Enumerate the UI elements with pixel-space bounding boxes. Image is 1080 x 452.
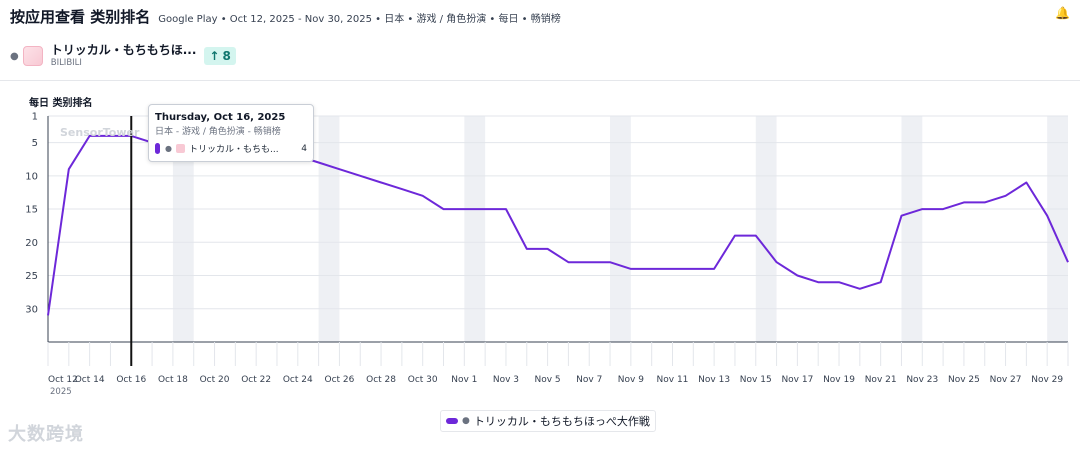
watermark-sensortower: SensorTower xyxy=(60,126,140,139)
arrow-up-icon: ↑ xyxy=(209,49,220,63)
weekend-band xyxy=(755,116,777,342)
chart-legend-item[interactable]: ● トリッカル・もちもちほっぺ大作戦 xyxy=(440,410,656,432)
tooltip-app-name: トリッカル・もちも... xyxy=(188,145,279,155)
x-tick-label: Oct 22 xyxy=(241,375,271,385)
app-selector[interactable]: ● トリッカル・もちもちほ... BILIBILI ↑ 8 xyxy=(10,43,236,69)
x-tick-label: Oct 24 xyxy=(283,375,313,385)
x-tick-label: Nov 13 xyxy=(698,375,730,385)
x-tick-label: Oct 18 xyxy=(158,375,188,385)
app-name: トリッカル・もちもちほ... xyxy=(50,43,197,57)
weekend-band xyxy=(464,116,486,342)
android-icon: ● xyxy=(165,144,172,153)
page-title: 按应用查看 类别排名 xyxy=(10,8,151,26)
watermark-logo: 大数跨境 xyxy=(8,424,84,445)
tooltip-category: 日本 - 游戏 / 角色扮演 - 畅销榜 xyxy=(155,127,281,137)
y-tick-label: 5 xyxy=(32,138,38,149)
weekend-band xyxy=(318,116,340,342)
rank-change-badge: ↑ 8 xyxy=(204,47,236,65)
tooltip-value: 4 xyxy=(301,143,307,154)
weekend-band xyxy=(901,116,923,342)
legend-label: トリッカル・もちもちほっぺ大作戦 xyxy=(473,415,650,428)
weekend-band xyxy=(610,116,631,342)
x-tick-label: Nov 3 xyxy=(493,375,519,385)
bell-icon[interactable]: 🔔 xyxy=(1055,6,1070,20)
y-tick-label: 20 xyxy=(25,238,38,249)
y-tick-label: 1 xyxy=(32,112,38,123)
x-tick-label: Nov 27 xyxy=(990,375,1022,385)
x-tick-label: Oct 20 xyxy=(200,375,230,385)
app-icon xyxy=(22,46,43,66)
x-tick-label: Oct 30 xyxy=(408,375,438,385)
header: 按应用查看 类别排名 Google Play • Oct 12, 2025 - … xyxy=(10,6,561,27)
x-tick-label: Oct 14 xyxy=(75,375,105,385)
x-tick-label: Oct 28 xyxy=(366,375,396,385)
app-info: トリッカル・もちもちほ... BILIBILI xyxy=(51,43,197,69)
y-tick-label: 30 xyxy=(25,304,38,315)
app-publisher: BILIBILI xyxy=(50,58,82,68)
x-tick-label: Nov 29 xyxy=(1031,375,1063,385)
x-tick-label: Nov 5 xyxy=(535,375,561,385)
legend-swatch xyxy=(446,418,458,424)
weekend-band xyxy=(1047,116,1068,342)
y-tick-label: 10 xyxy=(25,171,38,182)
x-tick-label: Oct 12 xyxy=(48,375,78,385)
y-tick-label: 15 xyxy=(25,205,38,216)
tooltip-series-swatch xyxy=(155,143,160,154)
x-tick-label: Nov 11 xyxy=(657,375,689,385)
chart-title: 每日 类别排名 xyxy=(29,98,93,109)
x-tick-label: Nov 23 xyxy=(906,375,938,385)
tooltip-app-icon xyxy=(175,144,185,153)
tooltip-date: Thursday, Oct 16, 2025 xyxy=(155,112,286,123)
x-tick-label: Oct 16 xyxy=(116,375,146,385)
page-subtitle: Google Play • Oct 12, 2025 - Nov 30, 202… xyxy=(158,14,561,25)
weekend-band xyxy=(172,116,194,342)
x-tick-label: Nov 17 xyxy=(781,375,813,385)
x-tick-label: Oct 26 xyxy=(324,375,354,385)
x-tick-label: Nov 7 xyxy=(576,375,602,385)
x-tick-label: Nov 9 xyxy=(618,375,644,385)
x-tick-label: Nov 19 xyxy=(823,375,855,385)
divider xyxy=(0,80,1080,81)
x-year-label: 2025 xyxy=(50,387,72,397)
x-tick-label: Nov 25 xyxy=(948,375,980,385)
x-tick-label: Nov 15 xyxy=(740,375,772,385)
y-tick-label: 25 xyxy=(25,271,38,282)
android-icon: ● xyxy=(10,50,19,62)
chart-tooltip: Thursday, Oct 16, 2025 日本 - 游戏 / 角色扮演 - … xyxy=(148,104,314,162)
x-tick-label: Nov 1 xyxy=(451,375,477,385)
x-tick-label: Nov 21 xyxy=(865,375,897,385)
android-icon: ● xyxy=(462,416,470,426)
rank-change-value: 8 xyxy=(222,49,231,63)
tooltip-row: ● トリッカル・もちも... 4 xyxy=(155,142,307,155)
